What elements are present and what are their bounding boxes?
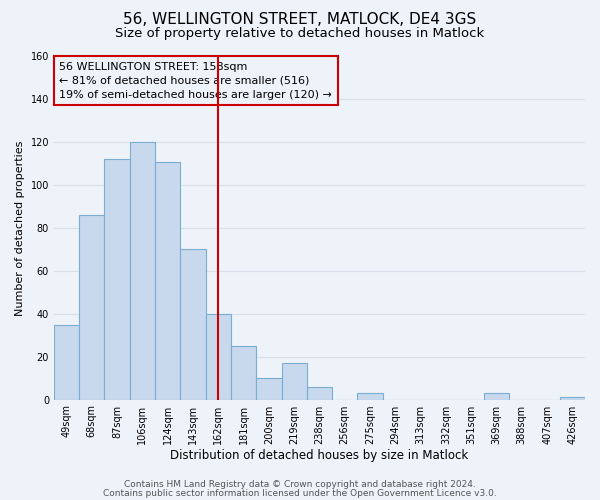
Text: 56, WELLINGTON STREET, MATLOCK, DE4 3GS: 56, WELLINGTON STREET, MATLOCK, DE4 3GS [124, 12, 476, 28]
Bar [281, 363, 307, 400]
Bar [104, 160, 130, 400]
Bar [231, 346, 256, 400]
Bar [307, 386, 332, 400]
Bar [484, 393, 509, 400]
Y-axis label: Number of detached properties: Number of detached properties [15, 140, 25, 316]
Bar [256, 378, 281, 400]
Bar [79, 215, 104, 400]
Bar [181, 250, 206, 400]
Text: 56 WELLINGTON STREET: 158sqm
← 81% of detached houses are smaller (516)
19% of s: 56 WELLINGTON STREET: 158sqm ← 81% of de… [59, 62, 332, 100]
Bar [358, 393, 383, 400]
Bar [206, 314, 231, 400]
Text: Size of property relative to detached houses in Matlock: Size of property relative to detached ho… [115, 28, 485, 40]
Text: Contains HM Land Registry data © Crown copyright and database right 2024.: Contains HM Land Registry data © Crown c… [124, 480, 476, 489]
Bar [560, 398, 585, 400]
Text: Contains public sector information licensed under the Open Government Licence v3: Contains public sector information licen… [103, 488, 497, 498]
Bar [130, 142, 155, 400]
Bar [155, 162, 181, 400]
Bar [54, 324, 79, 400]
X-axis label: Distribution of detached houses by size in Matlock: Distribution of detached houses by size … [170, 450, 469, 462]
